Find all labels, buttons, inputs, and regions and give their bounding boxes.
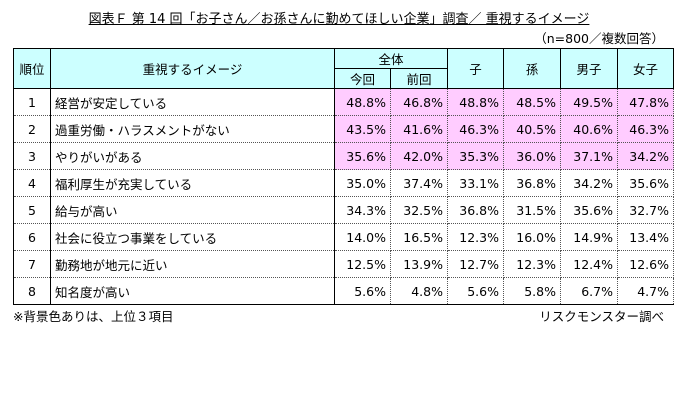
value-cell: 35.6% (334, 142, 391, 170)
rank-cell: 4 (13, 169, 51, 197)
header-item: 重視するイメージ (50, 48, 335, 89)
table-row: 5 給与が高い 34.3% 32.5% 36.8% 31.5% 35.6% 32.7% (13, 196, 674, 224)
value-cell: 32.7% (617, 196, 674, 224)
value-cell: 13.9% (390, 250, 448, 278)
value-cell: 4.8% (390, 277, 448, 305)
value-cell: 5.6% (334, 277, 391, 305)
value-cell: 37.4% (390, 169, 448, 197)
value-cell: 41.6% (390, 115, 448, 143)
value-cell: 40.6% (560, 115, 618, 143)
value-cell: 5.8% (503, 277, 561, 305)
table-row: 6 社会に役立つ事業をしている 14.0% 16.5% 12.3% 16.0% 14.9% 1… (13, 223, 674, 251)
value-cell: 35.6% (560, 196, 618, 224)
value-cell: 12.4% (560, 250, 618, 278)
item-cell: 社会に役立つ事業をしている (50, 223, 335, 251)
value-cell: 33.1% (447, 169, 504, 197)
rank-cell: 8 (13, 277, 51, 305)
sample-note: （n=800／複数回答） (534, 31, 664, 46)
value-cell: 12.7% (447, 250, 504, 278)
value-cell: 42.0% (390, 142, 448, 170)
item-cell: 知名度が高い (50, 277, 335, 305)
header-grandchild: 孫 (503, 48, 561, 89)
value-cell: 16.0% (503, 223, 561, 251)
value-cell: 34.2% (560, 169, 618, 197)
rank-cell: 3 (13, 142, 51, 170)
value-cell: 35.3% (447, 142, 504, 170)
value-cell: 12.3% (503, 250, 561, 278)
value-cell: 48.8% (334, 88, 391, 116)
value-cell: 4.7% (617, 277, 674, 305)
item-cell: 給与が高い (50, 196, 335, 224)
item-cell: 勤務地が地元に近い (50, 250, 335, 278)
value-cell: 46.3% (617, 115, 674, 143)
table-row: 2 過重労働・ハラスメントがない 43.5% 41.6% 46.3% 40.5% 40.6%… (13, 115, 674, 143)
value-cell: 35.0% (334, 169, 391, 197)
value-cell: 35.6% (617, 169, 674, 197)
value-cell: 14.9% (560, 223, 618, 251)
value-cell: 6.7% (560, 277, 618, 305)
header-female: 女子 (617, 48, 674, 89)
item-cell: 過重労働・ハラスメントがない (50, 115, 335, 143)
chart-title: 図表Ｆ 第 14 回「お子さん／お孫さんに勤めてほしい企業」調査／ 重視するイメ… (0, 8, 678, 27)
rank-cell: 7 (13, 250, 51, 278)
value-cell: 37.1% (560, 142, 618, 170)
rank-cell: 1 (13, 88, 51, 116)
value-cell: 31.5% (503, 196, 561, 224)
value-cell: 49.5% (560, 88, 618, 116)
results-table: 順位 重視するイメージ 全体 子 孫 男子 女子 今回 前回 1 経営が安定してい… (13, 48, 674, 305)
footnote: ※背景色ありは、上位３項目 (13, 309, 174, 324)
table-row: 3 やりがいがある 35.6% 42.0% 35.3% 36.0% 37.1% 34.2% (13, 142, 674, 170)
item-cell: 経営が安定している (50, 88, 335, 116)
table-row: 4 福利厚生が充実している 35.0% 37.4% 33.1% 36.8% 34.2% 35.… (13, 169, 674, 197)
rank-cell: 6 (13, 223, 51, 251)
value-cell: 48.8% (447, 88, 504, 116)
value-cell: 34.2% (617, 142, 674, 170)
item-cell: やりがいがある (50, 142, 335, 170)
header-male: 男子 (560, 48, 618, 89)
item-cell: 福利厚生が充実している (50, 169, 335, 197)
value-cell: 34.3% (334, 196, 391, 224)
value-cell: 14.0% (334, 223, 391, 251)
table-row: 1 経営が安定している 48.8% 46.8% 48.8% 48.5% 49.5% 47.8% (13, 88, 674, 116)
rank-cell: 2 (13, 115, 51, 143)
value-cell: 13.4% (617, 223, 674, 251)
header-overall: 全体 (334, 48, 448, 69)
rank-cell: 5 (13, 196, 51, 224)
value-cell: 16.5% (390, 223, 448, 251)
value-cell: 12.3% (447, 223, 504, 251)
value-cell: 32.5% (390, 196, 448, 224)
header-rank: 順位 (13, 48, 51, 89)
value-cell: 5.6% (447, 277, 504, 305)
table-row: 8 知名度が高い 5.6% 4.8% 5.6% 5.8% 6.7% 4.7% (13, 277, 674, 305)
value-cell: 36.8% (447, 196, 504, 224)
title-text: 図表Ｆ 第 14 回「お子さん／お孫さんに勤めてほしい企業」調査／ 重視するイメ… (88, 12, 590, 27)
value-cell: 46.8% (390, 88, 448, 116)
value-cell: 36.0% (503, 142, 561, 170)
value-cell: 12.6% (617, 250, 674, 278)
value-cell: 46.3% (447, 115, 504, 143)
value-cell: 36.8% (503, 169, 561, 197)
header-current: 今回 (334, 68, 391, 89)
value-cell: 12.5% (334, 250, 391, 278)
table-row: 7 勤務地が地元に近い 12.5% 13.9% 12.7% 12.3% 12.4% 12.6% (13, 250, 674, 278)
value-cell: 43.5% (334, 115, 391, 143)
value-cell: 40.5% (503, 115, 561, 143)
header-previous: 前回 (390, 68, 448, 89)
source-note: リスクモンスター調べ (539, 309, 664, 324)
value-cell: 48.5% (503, 88, 561, 116)
value-cell: 47.8% (617, 88, 674, 116)
header-child: 子 (447, 48, 504, 89)
